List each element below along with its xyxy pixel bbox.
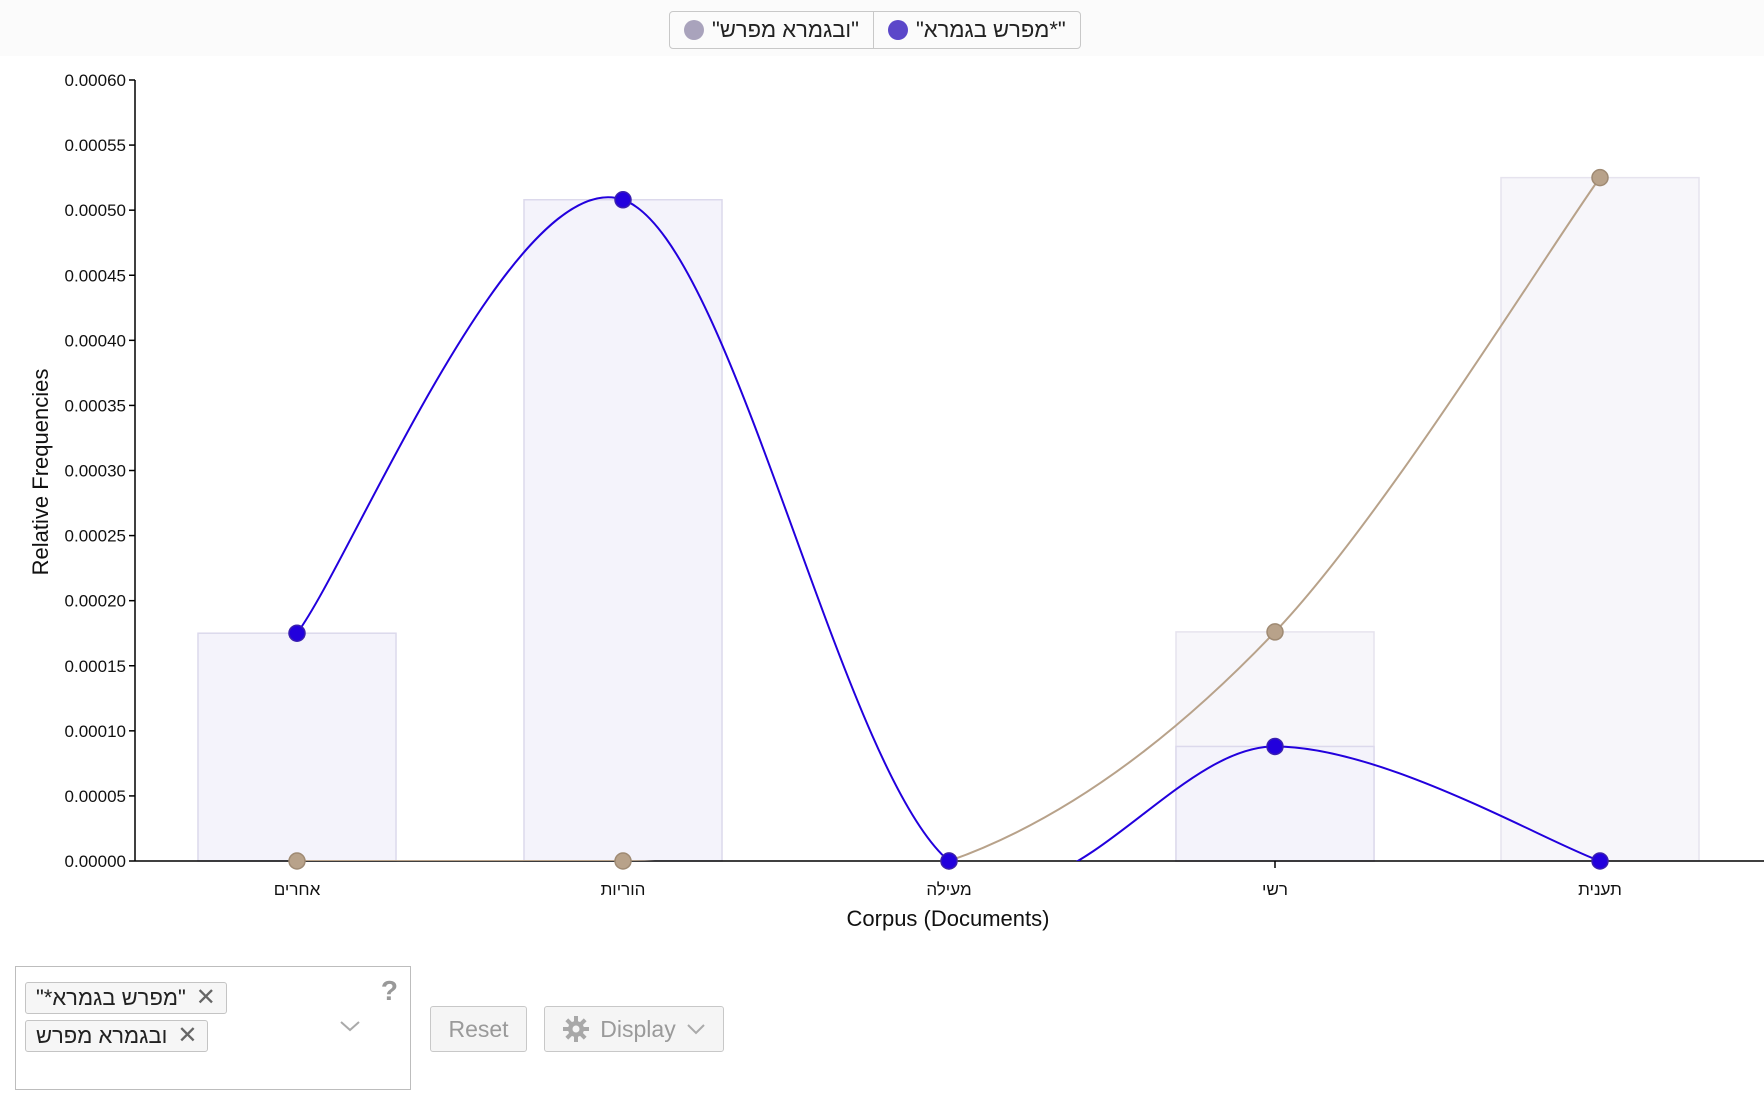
controls-panel: "מפרש בגמרא*" ✕ ובגמרא מפרש ✕ ? Reset bbox=[0, 956, 1764, 1096]
y-tick-label: 0.00025 bbox=[65, 527, 126, 546]
y-tick-label: 0.00060 bbox=[65, 71, 126, 90]
display-button[interactable]: Display bbox=[544, 1006, 724, 1052]
x-axis-title: Corpus (Documents) bbox=[847, 906, 1050, 931]
display-label: Display bbox=[600, 1015, 676, 1042]
series-line bbox=[296, 196, 1601, 861]
term-chip[interactable]: "מפרש בגמרא*" ✕ bbox=[25, 982, 227, 1014]
data-point[interactable] bbox=[1266, 737, 1284, 756]
x-tick-label: רשי bbox=[1262, 880, 1288, 899]
legend-label: "ובגמרא מפרש" bbox=[712, 17, 859, 42]
bar bbox=[1175, 745, 1375, 862]
reset-button[interactable]: Reset bbox=[430, 1006, 527, 1052]
data-point[interactable] bbox=[1266, 623, 1284, 641]
legend-swatch-icon bbox=[684, 20, 704, 40]
y-axis-title: Relative Frequencies bbox=[28, 369, 53, 576]
y-tick-label: 0.00020 bbox=[65, 592, 126, 611]
remove-chip-icon[interactable]: ✕ bbox=[177, 1022, 198, 1049]
y-tick-label: 0.00005 bbox=[65, 787, 126, 806]
y-tick-label: 0.00000 bbox=[65, 852, 126, 871]
reset-label: Reset bbox=[448, 1015, 509, 1042]
bar bbox=[197, 632, 397, 862]
data-point[interactable] bbox=[288, 852, 306, 870]
term-chip[interactable]: ובגמרא מפרש ✕ bbox=[25, 1020, 209, 1052]
data-point[interactable] bbox=[1591, 168, 1609, 187]
y-tick-label: 0.00055 bbox=[65, 136, 126, 155]
gear-icon bbox=[563, 1016, 590, 1042]
y-tick-label: 0.00045 bbox=[65, 266, 126, 285]
data-point[interactable] bbox=[614, 852, 632, 870]
chip-label: ובגמרא מפרש bbox=[36, 1023, 168, 1048]
chevron-down-icon[interactable] bbox=[339, 1019, 361, 1033]
y-tick-label: 0.00030 bbox=[65, 462, 126, 481]
bars-layer bbox=[197, 176, 1700, 862]
bar bbox=[523, 199, 723, 862]
y-tick-label: 0.00035 bbox=[65, 396, 126, 415]
legend-swatch-icon bbox=[887, 20, 908, 40]
remove-chip-icon[interactable]: ✕ bbox=[195, 984, 216, 1011]
chevron-down-icon bbox=[686, 1024, 705, 1035]
legend-label: "מפרש בגמרא*" bbox=[915, 17, 1066, 42]
y-tick-label: 0.00015 bbox=[65, 657, 126, 676]
frequency-chart: 0.00000 0.00005 0.00010 0.00015 0.00020 0.000… bbox=[28, 71, 1764, 931]
y-tick-label: 0.00050 bbox=[65, 201, 126, 220]
chip-label: "מפרש בגמרא*" bbox=[36, 985, 186, 1010]
y-tick-label: 0.00010 bbox=[65, 722, 126, 741]
help-icon[interactable]: ? bbox=[380, 975, 398, 1006]
legend-item-2[interactable]: "מפרש בגמרא*" bbox=[872, 12, 1080, 48]
chart-legend: "ובגמרא מפרש" "מפרש בגמרא*" bbox=[669, 11, 1081, 49]
x-tick-label: תענית bbox=[1578, 880, 1622, 899]
lines-layer bbox=[296, 177, 1601, 861]
x-tick-label: הוריות bbox=[601, 880, 646, 899]
legend-item-1[interactable]: "ובגמרא מפרש" bbox=[670, 12, 873, 48]
bar bbox=[1500, 176, 1700, 862]
data-point[interactable] bbox=[614, 191, 632, 209]
y-tick-label: 0.00040 bbox=[65, 331, 126, 350]
data-point[interactable] bbox=[1591, 852, 1609, 870]
term-selector[interactable]: "מפרש בגמרא*" ✕ ובגמרא מפרש ✕ ? bbox=[15, 966, 411, 1090]
points-layer bbox=[288, 168, 1609, 870]
x-tick-label: אחרים bbox=[274, 880, 321, 899]
data-point[interactable] bbox=[288, 624, 306, 642]
data-point[interactable] bbox=[940, 852, 958, 870]
series-line bbox=[297, 177, 1601, 861]
x-tick-label: מעילה bbox=[926, 880, 971, 899]
